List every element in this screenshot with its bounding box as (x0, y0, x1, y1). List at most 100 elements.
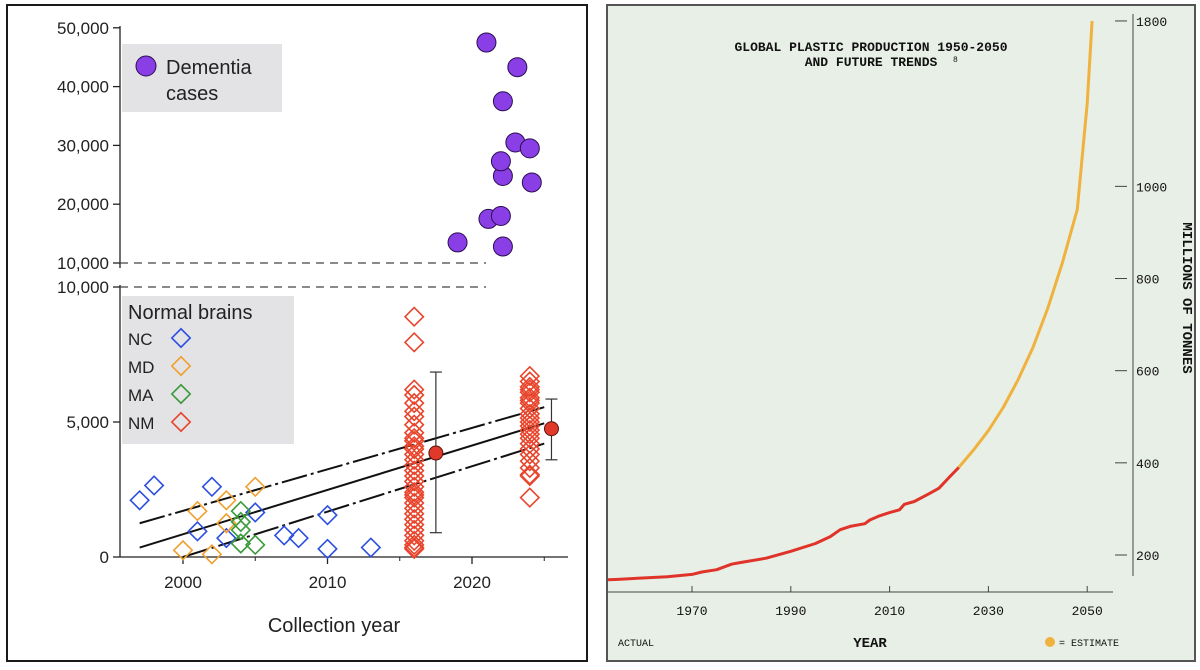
data-point-nm (519, 465, 541, 487)
x-tick-label: 1990 (775, 604, 806, 619)
legend-group-label: NC (128, 330, 153, 349)
data-point-nc (360, 537, 382, 558)
x-tick-label: 2010 (309, 573, 347, 592)
data-point-nm (519, 390, 541, 411)
upper-y-tick-label: 50,000 (57, 19, 109, 38)
legend-group-marker (170, 383, 192, 405)
x-axis-label: Collection year (268, 615, 401, 637)
lower-y-tick-label: 0 (100, 548, 109, 567)
data-point-nm (519, 433, 541, 454)
data-point-dementia (490, 151, 511, 172)
data-point-nc (216, 527, 237, 549)
data-point-nc (288, 527, 309, 549)
y-tick-label: 800 (1136, 273, 1159, 288)
y-tick-label: 200 (1136, 549, 1159, 564)
lower-y-tick-label: 5,000 (66, 413, 109, 432)
y-axis-label: MILLIONS OF TONNES (1178, 222, 1194, 373)
x-tick-label: 2050 (1072, 604, 1103, 619)
data-point-nm (519, 376, 541, 398)
trend-line-upper-ci (139, 406, 545, 525)
data-point-nm (519, 444, 541, 465)
dementia-legend-marker (135, 55, 157, 77)
x-tick-label: 2020 (453, 573, 491, 592)
data-point-nm (403, 498, 425, 519)
data-point-nc (317, 538, 338, 560)
left-chart-svg: 50,000 40,000 30,000 20,000 10,000 10,000 5,00… (57, 19, 568, 637)
data-point-nc (273, 525, 295, 546)
data-point-nc (187, 521, 208, 542)
group-mean-point (543, 421, 559, 437)
data-point-nm (403, 534, 425, 556)
data-point-nm (403, 481, 425, 503)
data-point-dementia (476, 32, 497, 53)
estimate-series-line (957, 20, 1094, 469)
upper-y-tick-label: 40,000 (57, 78, 109, 97)
data-point-nm (403, 492, 425, 514)
legend-estimate-label: = ESTIMATE (1059, 639, 1119, 650)
data-point-ma (230, 533, 252, 554)
trend-line-lower-ci (182, 442, 545, 558)
data-point-dementia (492, 236, 513, 257)
upper-y-tick-label: 20,000 (57, 195, 109, 214)
x-tick-label: 1970 (676, 604, 707, 619)
upper-y-tick-label: 10,000 (57, 254, 109, 273)
data-point-nm (403, 465, 425, 487)
data-point-dementia (507, 57, 528, 78)
chart-title-line: GLOBAL PLASTIC PRODUCTION 1950-2050 (734, 40, 1007, 55)
right-chart-panel: GLOBAL PLASTIC PRODUCTION 1950-2050 AND F… (606, 4, 1196, 662)
legend-group-label: MD (128, 358, 154, 377)
data-point-nc (129, 489, 150, 511)
data-point-nm (403, 379, 425, 400)
data-point-md (216, 489, 237, 511)
legend-group-label: NM (128, 414, 154, 433)
data-point-nm (519, 365, 541, 387)
x-tick-label: 2030 (973, 604, 1004, 619)
data-point-nm (403, 537, 425, 558)
x-axis-label: YEAR (853, 636, 887, 652)
data-point-md (244, 476, 266, 498)
data-point-nm (403, 519, 425, 541)
data-point-nm (403, 400, 425, 422)
data-point-nc (317, 504, 338, 526)
dementia-legend-label: Dementia (166, 57, 252, 79)
data-point-nm (403, 460, 425, 481)
data-point-ma (230, 500, 252, 522)
legend-group-marker (170, 327, 192, 349)
data-point-nm (403, 514, 425, 535)
dementia-legend-label: cases (166, 83, 218, 105)
y-tick-label: 1000 (1136, 180, 1167, 195)
data-point-nm (403, 444, 425, 465)
data-point-nm (403, 503, 425, 525)
legend-group-marker (170, 355, 192, 377)
data-point-nm (403, 454, 425, 476)
y-tick-label: 400 (1136, 457, 1159, 472)
chart-title-line: AND FUTURE TRENDS (805, 55, 938, 70)
data-point-dementia (521, 172, 542, 193)
data-point-nm (403, 449, 425, 471)
data-point-nm (403, 438, 425, 460)
normal-brains-legend-box (122, 296, 294, 444)
data-point-md (187, 500, 208, 522)
y-tick-label: 1800 (1136, 15, 1167, 30)
chart-title-footnote: 8 (953, 56, 958, 65)
data-point-dementia (447, 232, 468, 253)
group-mean-point (428, 445, 444, 461)
data-point-nm (519, 392, 541, 414)
data-point-nm (519, 450, 541, 472)
left-chart-panel: 50,000 40,000 30,000 20,000 10,000 10,000 5,00… (6, 4, 588, 662)
data-point-ma (244, 534, 266, 556)
data-point-ma (230, 519, 252, 541)
data-point-dementia (519, 138, 540, 159)
upper-y-tick-label: 30,000 (57, 136, 109, 155)
x-tick-label: 2000 (164, 573, 202, 592)
data-point-nm (519, 464, 541, 485)
data-point-nc (201, 476, 223, 498)
data-point-nm (519, 487, 541, 508)
actual-series-line (608, 466, 960, 582)
data-point-dementia (492, 91, 513, 112)
legend-group-label: MA (128, 386, 154, 405)
legend-estimate-marker (1045, 637, 1055, 647)
data-point-nm (403, 306, 425, 328)
data-point-nm (519, 438, 541, 460)
